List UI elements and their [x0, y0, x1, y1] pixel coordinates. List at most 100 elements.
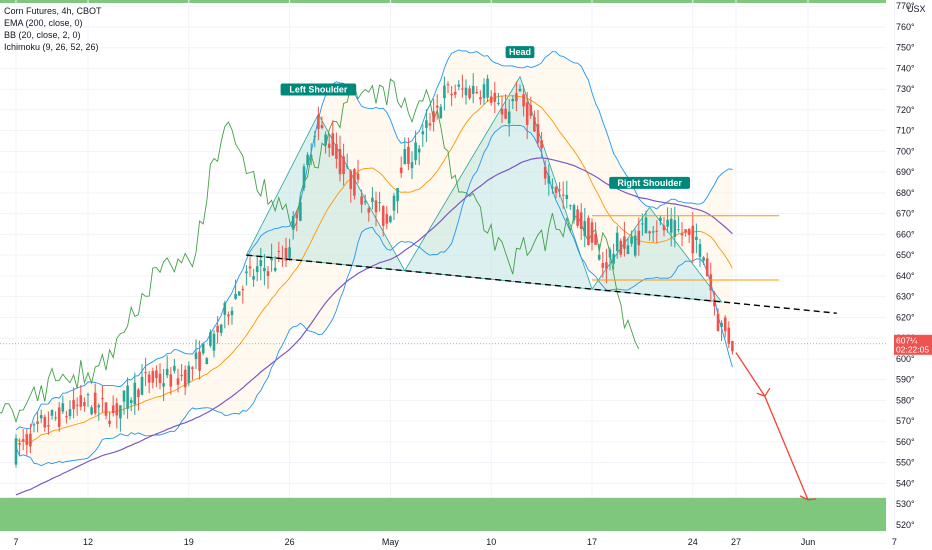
candle-body [57, 407, 61, 427]
x-tick-label: 7 [892, 537, 897, 547]
y-tick-label: 680° [896, 188, 915, 198]
candle-body [518, 88, 522, 92]
candle-body [425, 120, 428, 128]
legend-ema[interactable]: EMA (200, close, 0) [4, 18, 83, 28]
left-shoulder-label: Left Shoulder [289, 84, 347, 94]
candle-body [547, 175, 551, 184]
y-tick-label: 670° [896, 209, 915, 219]
head-label-box [505, 46, 535, 59]
candle-body [471, 85, 475, 94]
candle-body [572, 205, 576, 221]
candle-body [187, 365, 191, 383]
candle-body [558, 189, 561, 191]
y-tick-label: 720° [896, 105, 915, 115]
head-label: Head [509, 47, 531, 57]
candle-body [255, 266, 259, 273]
time-axis[interactable]: 7 12 19 26 May 10 17 24 27 Jun 7 [13, 537, 896, 547]
candle-body [720, 322, 723, 328]
y-tick-label: 530° [896, 499, 915, 509]
candle-body [126, 385, 129, 409]
y-tick-label: 770° [896, 1, 915, 11]
candle-body [576, 209, 579, 226]
candle-body [399, 167, 403, 174]
candle-body [590, 222, 594, 243]
candle-body [396, 187, 399, 202]
y-tick-label: 600° [896, 354, 915, 364]
y-tick-label: 700° [896, 146, 915, 156]
candle-body [464, 87, 468, 96]
candle-body [482, 84, 486, 99]
candle-body [605, 262, 608, 269]
candle-body [493, 92, 497, 102]
candle-body [295, 214, 299, 219]
candle-body [169, 374, 173, 387]
candle-body [356, 173, 360, 180]
candle-body [360, 196, 363, 205]
candle-body [612, 253, 615, 264]
candle-body [43, 416, 47, 428]
candle-body [504, 108, 507, 119]
candle-body [551, 187, 554, 189]
candle-body [194, 352, 198, 360]
legend-bb[interactable]: BB (20, close, 2, 0) [4, 30, 81, 40]
candle-body [306, 154, 309, 166]
candle-body [198, 351, 201, 371]
y-tick-label: 590° [896, 375, 915, 385]
candle-body [97, 405, 101, 408]
x-tick-label: May [382, 537, 400, 547]
target-zone [0, 497, 886, 531]
candle-body [677, 229, 680, 231]
candle-body [263, 267, 266, 272]
candle-body [122, 390, 126, 402]
candle-body [583, 221, 587, 237]
candle-body [479, 97, 482, 100]
candle-body [14, 438, 18, 465]
candle-body [619, 240, 623, 255]
candle-body [529, 104, 533, 116]
candle-body [597, 254, 601, 260]
y-tick-label: 620° [896, 312, 915, 322]
candle-body [698, 244, 702, 257]
candle-body [630, 236, 633, 244]
candle-body [302, 166, 306, 189]
candle-body [137, 389, 140, 398]
candle-body [716, 313, 720, 332]
candle-body [327, 143, 331, 148]
candle-body [39, 415, 43, 419]
candle-body [115, 403, 119, 416]
candle-body [507, 111, 511, 124]
candle-body [561, 194, 565, 196]
candle-body [245, 271, 248, 274]
candle-body [155, 370, 158, 379]
candle-body [691, 225, 695, 254]
bar-countdown: 02:22:05 [896, 344, 929, 354]
candle-body [335, 144, 338, 159]
y-tick-label: 540° [896, 478, 915, 488]
candle-body [461, 88, 464, 90]
candle-body [392, 195, 396, 211]
candle-body [623, 236, 626, 249]
candle-body [723, 317, 727, 332]
legend-symbol[interactable]: Corn Futures, 4h, CBOT [4, 6, 102, 16]
candle-body [151, 371, 155, 383]
candle-body [587, 217, 590, 246]
candle-body [540, 140, 543, 149]
projection-arrowhead [799, 495, 817, 501]
candle-body [702, 257, 705, 261]
price-axis[interactable]: 770° 760° 750° 740° 730° 720° 710° 700° 690° 680°… [894, 1, 932, 530]
legend-ichimoku[interactable]: Ichimoku (9, 26, 52, 26) [4, 42, 99, 52]
candle-body [144, 372, 147, 374]
candle-body [666, 219, 669, 227]
candle-body [342, 156, 345, 175]
candle-body [281, 258, 284, 260]
candle-body [104, 402, 108, 416]
candle-body [183, 369, 187, 388]
candle-body [349, 170, 353, 190]
candle-body [367, 208, 371, 213]
x-tick-label: 12 [83, 537, 93, 547]
bollinger-lower [15, 124, 733, 467]
candle-body [201, 343, 205, 354]
candle-body [644, 217, 648, 234]
candle-body [180, 374, 183, 376]
